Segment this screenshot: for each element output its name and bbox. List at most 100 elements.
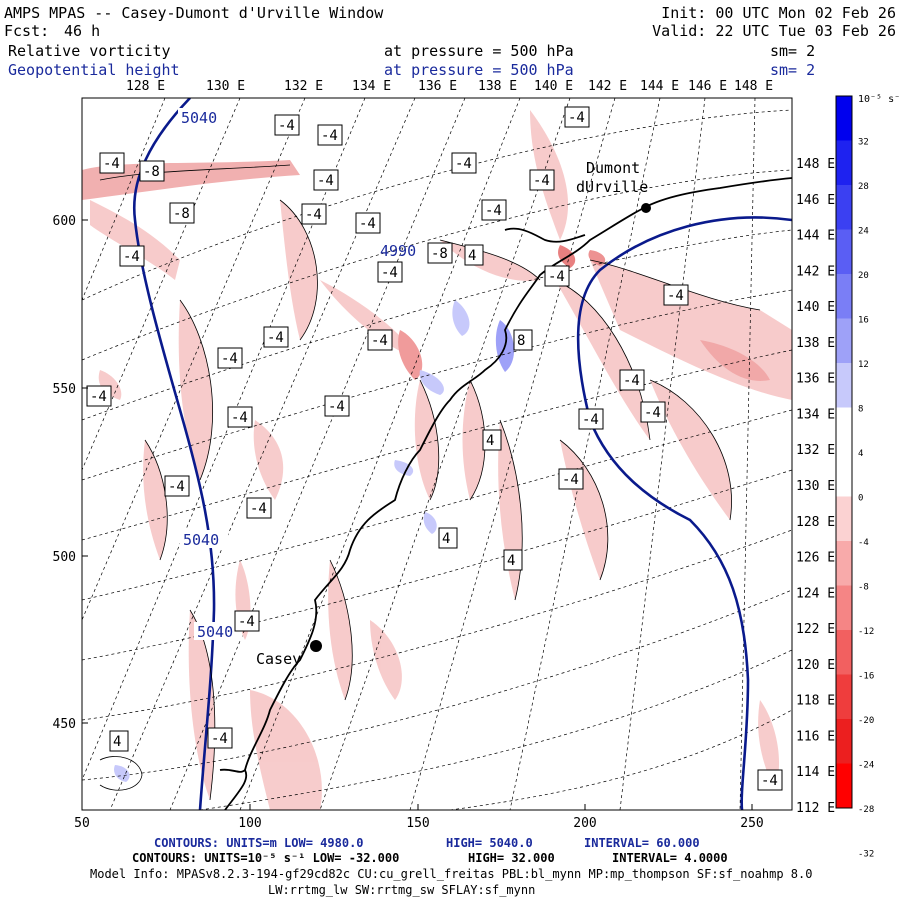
vort-label: -4 (234, 610, 260, 632)
svg-text:-4: -4 (371, 333, 388, 349)
header: AMPS MPAS -- Casey-Dumont d'Urville Wind… (4, 4, 896, 79)
colorbar-swatch (836, 363, 852, 408)
svg-text:8: 8 (517, 333, 525, 349)
svg-text:4: 4 (507, 553, 515, 569)
right-lon-label: 148 E (796, 157, 835, 172)
colorbar-label: -12 (858, 627, 874, 637)
svg-text:-4: -4 (221, 351, 238, 367)
pressure-vorticity: at pressure = 500 hPa (384, 42, 574, 60)
colorbar-label: 28 (858, 182, 869, 192)
right-lon-label: 138 E (796, 336, 835, 351)
vort-label: -4 (619, 369, 645, 391)
colorbar-swatch (836, 96, 852, 141)
colorbar-frame (835, 95, 853, 809)
colorbar-label: 0 (858, 494, 863, 504)
svg-text:-4: -4 (455, 156, 472, 172)
coastline (219, 177, 792, 810)
colorbar: 10⁻⁵ s⁻¹ 32 28 24 20 16 12 8 4 0 -4 -8 -12 -16 -20 -24… (835, 94, 900, 860)
forecast-hours: 46 h (64, 22, 100, 40)
right-lon-label: 130 E (796, 479, 835, 494)
svg-text:-4: -4 (238, 614, 255, 630)
vort-label: -4 (99, 152, 125, 174)
height-labels: 5040 5040 5040 4990 (178, 108, 416, 641)
vort-label: -4 (119, 245, 145, 267)
svg-text:-4: -4 (562, 472, 579, 488)
svg-text:-4: -4 (568, 110, 585, 126)
vort-label: 4 (503, 549, 523, 571)
x-axis: 50 100 150 200 250 (74, 804, 764, 831)
colorbar-swatch (836, 140, 852, 186)
svg-text:-4: -4 (103, 156, 120, 172)
height-label-4990: 4990 (380, 242, 416, 260)
colorbar-swatch (836, 763, 852, 809)
right-longitude-labels: 148 E 146 E 144 E 142 E 140 E 138 E 136 E 134 E… (796, 157, 835, 816)
vort-label: -4 (317, 124, 343, 146)
vort-label: -8 (139, 160, 165, 182)
svg-text:-4: -4 (305, 207, 322, 223)
right-lon-label: 126 E (796, 551, 835, 566)
x-tick-100: 100 (238, 816, 261, 831)
field-height: Geopotential height (8, 61, 180, 79)
height-contour-info: CONTOURS: UNITS=m LOW= 4980.0 (154, 836, 364, 850)
colorbar-swatch (836, 585, 852, 631)
station-dumont-durville: Dumont dUrville (576, 159, 651, 213)
svg-text:-4: -4 (623, 373, 640, 389)
footer: CONTOURS: UNITS=m LOW= 4980.0 HIGH= 5040… (90, 836, 812, 897)
svg-text:-4: -4 (211, 731, 228, 747)
vort-label: 4 (109, 730, 129, 752)
lon-label: 128 E (126, 79, 165, 94)
vort-label: 4 (464, 244, 484, 266)
vort-label: -4 (757, 769, 783, 791)
right-lon-label: 124 E (796, 586, 835, 601)
lon-label: 138 E (478, 79, 517, 94)
svg-text:-4: -4 (250, 501, 267, 517)
vorticity-contour-high: HIGH= 32.000 (468, 851, 555, 865)
vort-label: -4 (663, 284, 689, 306)
colorbar-label: 24 (858, 227, 869, 237)
vort-label: -4 (578, 408, 604, 430)
y-tick-600: 600 (53, 214, 76, 229)
svg-text:-4: -4 (761, 773, 778, 789)
vort-label: -4 (451, 152, 477, 174)
svg-text:-8: -8 (431, 246, 448, 262)
svg-text:-4: -4 (321, 128, 338, 144)
y-tick-500: 500 (53, 550, 76, 565)
colorbar-swatch (836, 630, 852, 675)
pressure-height: at pressure = 500 hPa (384, 61, 574, 79)
colorbar-label: -16 (858, 672, 874, 682)
colorbar-label: 32 (858, 138, 869, 148)
svg-text:-4: -4 (328, 399, 345, 415)
colorbar-label: -24 (858, 761, 874, 771)
vort-label: -4 (274, 114, 300, 136)
vort-label: -4 (227, 406, 253, 428)
right-lon-label: 136 E (796, 372, 835, 387)
lon-label: 132 E (284, 79, 323, 94)
vort-label: 4 (438, 527, 458, 549)
top-longitude-labels: 128 E 130 E 132 E 134 E 136 E 138 E 140 … (126, 79, 773, 94)
svg-text:-4: -4 (317, 173, 334, 189)
station-label-casey: Casey (256, 650, 301, 668)
vort-label: -4 (544, 265, 570, 287)
vort-label: -4 (263, 326, 289, 348)
svg-text:-4: -4 (644, 405, 661, 421)
vort-label: -8 (427, 242, 453, 264)
graticule (82, 98, 792, 810)
lon-label: 130 E (206, 79, 245, 94)
vort-label: 8 (513, 329, 533, 351)
svg-text:-4: -4 (90, 389, 107, 405)
colorbar-swatch (836, 185, 852, 230)
svg-text:-4: -4 (533, 173, 550, 189)
geopotential-height-contours (132, 98, 792, 810)
y-axis: 600 550 500 450 (53, 214, 88, 732)
station-casey: Casey (256, 640, 322, 668)
vort-label: -8 (169, 202, 195, 224)
height-label-5040-top: 5040 (181, 109, 217, 127)
y-tick-450: 450 (53, 717, 76, 732)
colorbar-swatch (836, 719, 852, 764)
colorbar-label: -4 (858, 538, 869, 548)
right-lon-label: 116 E (796, 729, 835, 744)
svg-text:4: 4 (486, 433, 494, 449)
lon-label: 144 E (640, 79, 679, 94)
init-time: Init: 00 UTC Mon 02 Feb 26 (661, 4, 896, 22)
vort-label: -4 (217, 347, 243, 369)
